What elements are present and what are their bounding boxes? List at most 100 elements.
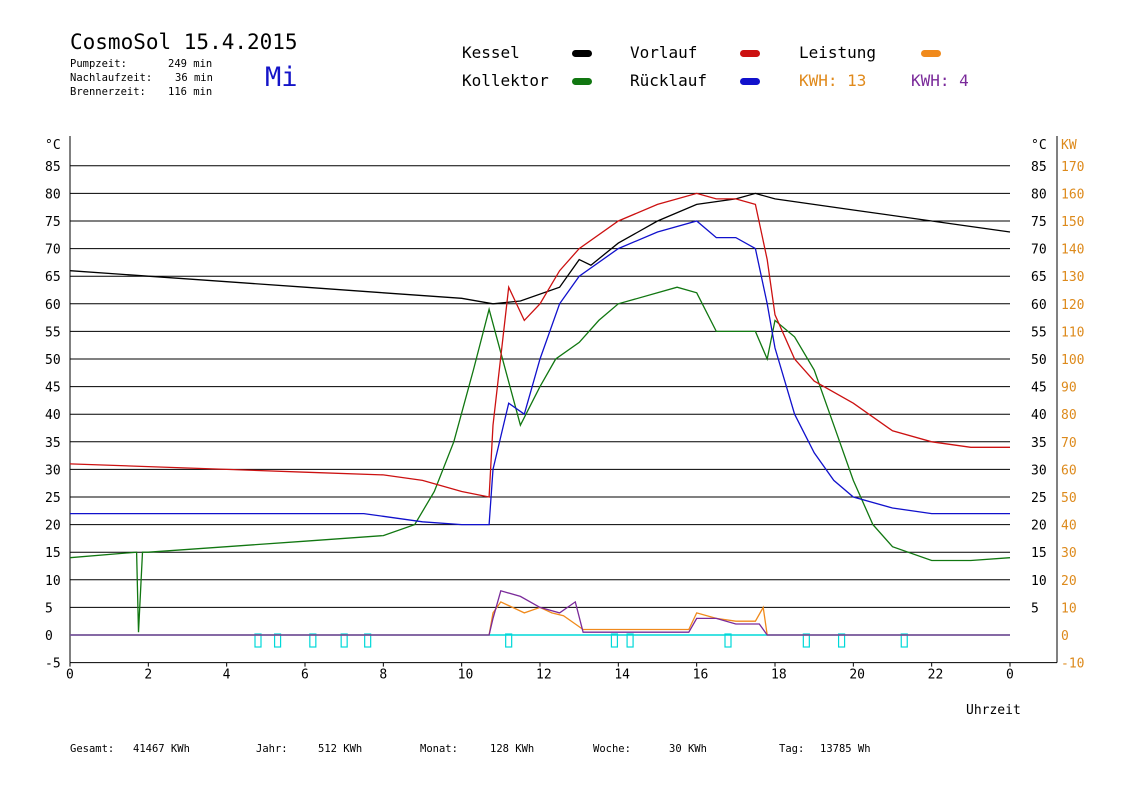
y-tick-label-right: 15 bbox=[1031, 546, 1047, 561]
y-tick-label: 65 bbox=[45, 270, 61, 285]
pump-marker bbox=[364, 633, 372, 648]
y-tick-label: 50 bbox=[45, 353, 61, 368]
pump-marker bbox=[273, 633, 282, 648]
y2-tick-label-right: 30 bbox=[1061, 546, 1077, 561]
y-tick-label: 5 bbox=[45, 601, 53, 616]
footer-woche-label: Woche: bbox=[593, 743, 631, 755]
y-tick-label: 35 bbox=[45, 436, 61, 451]
y2-tick-label-right: 50 bbox=[1061, 491, 1077, 506]
y-tick-label-right: 80 bbox=[1031, 187, 1047, 202]
x-tick-label: 0 bbox=[66, 668, 74, 683]
series-line bbox=[70, 589, 1010, 636]
y2-tick-label-right: 80 bbox=[1061, 408, 1077, 423]
y-tick-label-right: 65 bbox=[1031, 270, 1047, 285]
legend-kollektor-label: Kollektor bbox=[462, 71, 549, 90]
series-line bbox=[69, 192, 1011, 305]
footer-tag-value: 13785 Wh bbox=[820, 743, 871, 755]
y2-tick-label-right: 130 bbox=[1061, 270, 1084, 285]
y-tick-label-right: 10 bbox=[1031, 574, 1047, 589]
footer-monat-label: Monat: bbox=[420, 743, 458, 755]
y2-axis-unit-right: KW bbox=[1061, 138, 1077, 153]
y-tick-label-right: 70 bbox=[1031, 243, 1047, 258]
y2-tick-label-right: 140 bbox=[1061, 243, 1084, 258]
x-tick-label: 20 bbox=[849, 668, 865, 683]
y-tick-label: 30 bbox=[45, 463, 61, 478]
y2-tick-label-right: 60 bbox=[1061, 463, 1077, 478]
y-tick-label: 60 bbox=[45, 298, 61, 313]
y2-tick-label-right: 150 bbox=[1061, 215, 1084, 230]
y-tick-label-right: 50 bbox=[1031, 353, 1047, 368]
legend-leistung-label: Leistung bbox=[799, 43, 877, 62]
y2-tick-label-right: 170 bbox=[1061, 160, 1084, 175]
y-tick-label-right: 40 bbox=[1031, 408, 1047, 423]
y-tick-label: 45 bbox=[45, 381, 61, 396]
legend-leistung-swatch bbox=[921, 50, 941, 57]
y-tick-label: 0 bbox=[45, 629, 53, 644]
y-tick-label-right: 25 bbox=[1031, 491, 1047, 506]
footer-jahr-label: Jahr: bbox=[256, 743, 288, 755]
y2-tick-label-right: 20 bbox=[1061, 574, 1077, 589]
y-tick-label: 75 bbox=[45, 215, 61, 230]
y-tick-label: 25 bbox=[45, 491, 61, 506]
series-line bbox=[70, 220, 1010, 526]
y-tick-label-right: 75 bbox=[1031, 215, 1047, 230]
y-tick-label-right: 30 bbox=[1031, 463, 1047, 478]
y-tick-label: 15 bbox=[45, 546, 61, 561]
y-tick-label: 70 bbox=[45, 243, 61, 258]
x-tick-label: 16 bbox=[693, 668, 709, 683]
pump-marker bbox=[340, 633, 348, 648]
y-tick-label: 20 bbox=[45, 519, 61, 534]
x-tick-label: 8 bbox=[379, 668, 387, 683]
footer-gesamt-label: Gesamt: bbox=[70, 743, 115, 755]
y2-tick-label-right: 160 bbox=[1061, 187, 1084, 202]
stat-brennerzeit-value: 116 min bbox=[168, 86, 213, 98]
footer-woche-value: 30 KWh bbox=[669, 743, 707, 755]
legend-kessel-label: Kessel bbox=[462, 43, 520, 62]
chart-title: CosmoSol 15.4.2015 bbox=[70, 30, 298, 54]
x-tick-label: 12 bbox=[536, 668, 552, 683]
y-tick-label: 55 bbox=[45, 325, 61, 340]
pump-marker bbox=[802, 633, 810, 648]
y-tick-label: 85 bbox=[45, 160, 61, 175]
x-tick-label: 10 bbox=[458, 668, 474, 683]
y2-tick-label-right: 90 bbox=[1061, 381, 1077, 396]
y-axis-unit-right: °C bbox=[1031, 138, 1047, 153]
pump-marker bbox=[505, 633, 513, 648]
stat-pumpzeit-value: 249 min bbox=[168, 58, 213, 70]
y-tick-label-right: 45 bbox=[1031, 381, 1047, 396]
footer-monat-value: 128 KWh bbox=[490, 743, 535, 755]
y2-tick-label-right: -10 bbox=[1061, 657, 1084, 672]
pump-marker bbox=[837, 633, 846, 648]
legend-kollektor-swatch bbox=[572, 78, 592, 85]
stat-nachlaufzeit-value: 36 min bbox=[175, 72, 213, 84]
x-tick-label: 2 bbox=[144, 668, 152, 683]
y-tick-label-right: 60 bbox=[1031, 298, 1047, 313]
legend-vorlauf-label: Vorlauf bbox=[630, 43, 698, 62]
x-tick-label: 6 bbox=[301, 668, 309, 683]
series-line bbox=[69, 192, 1010, 498]
pump-marker bbox=[900, 633, 908, 648]
y2-tick-label-right: 40 bbox=[1061, 519, 1077, 534]
x-tick-label: 18 bbox=[771, 668, 787, 683]
pump-marker bbox=[724, 633, 732, 648]
y2-tick-label-right: 10 bbox=[1061, 601, 1077, 616]
pump-marker bbox=[610, 633, 619, 648]
y2-tick-label-right: 120 bbox=[1061, 298, 1084, 313]
legend-kwh-secondary: KWH: 4 bbox=[911, 71, 969, 90]
y-tick-label: -5 bbox=[45, 657, 61, 672]
pump-marker bbox=[626, 633, 634, 648]
x-tick-label: 14 bbox=[614, 668, 630, 683]
x-axis-label: Uhrzeit bbox=[966, 703, 1021, 718]
y2-tick-label-right: 70 bbox=[1061, 436, 1077, 451]
legend-vorlauf-swatch bbox=[740, 50, 760, 57]
y-tick-label-right: 55 bbox=[1031, 325, 1047, 340]
y-tick-label-right: 5 bbox=[1031, 601, 1039, 616]
x-tick-label: 4 bbox=[223, 668, 231, 683]
stat-nachlaufzeit-label: Nachlaufzeit: bbox=[70, 72, 153, 84]
series-line bbox=[70, 601, 1010, 636]
y-tick-label: 10 bbox=[45, 574, 61, 589]
x-tick-label: 0 bbox=[1006, 668, 1014, 683]
weekday-label: Mi bbox=[265, 62, 298, 93]
y2-tick-label-right: 100 bbox=[1061, 353, 1084, 368]
